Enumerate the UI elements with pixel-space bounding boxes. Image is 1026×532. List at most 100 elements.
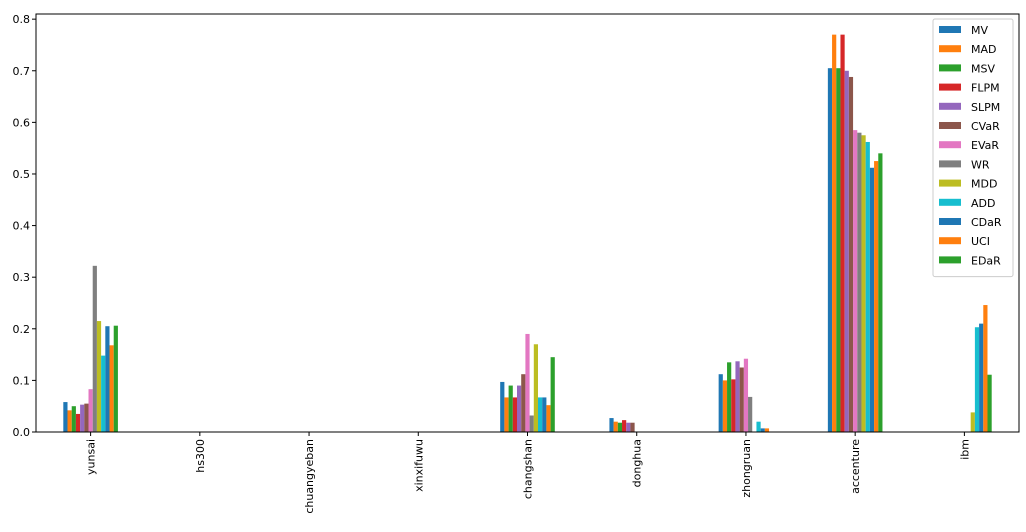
- legend-swatch-uci: [939, 237, 961, 245]
- bar-slpm-zhongruan: [735, 361, 740, 432]
- bar-cvar-accenture: [848, 76, 854, 433]
- legend-swatch-mad: [939, 45, 961, 53]
- bar-msv-yunsai: [71, 406, 76, 432]
- bar-wr-zhongruan: [748, 396, 753, 432]
- bar-add-yunsai: [101, 355, 106, 432]
- legend-swatch-mv: [939, 26, 961, 33]
- bar-cdar-accenture: [869, 167, 875, 432]
- bar-uci-changshan: [546, 405, 551, 432]
- legend-label-evar: EVaR: [971, 139, 999, 152]
- bar-mdd-changshan: [533, 344, 538, 432]
- legend-swatch-cdar: [939, 218, 961, 225]
- bar-slpm-accenture: [844, 70, 849, 433]
- bar-add-changshan: [538, 397, 543, 432]
- legend-swatch-edar: [939, 256, 961, 264]
- bar-flpm-yunsai: [75, 413, 81, 432]
- bar-msv-zhongruan: [727, 362, 732, 432]
- y-tick-label: 0.8: [13, 13, 31, 26]
- bar-add-accenture: [865, 141, 870, 433]
- bars-layer: [63, 34, 992, 433]
- legend-swatch-flpm: [939, 83, 961, 91]
- legend-label-mad: MAD: [971, 43, 997, 56]
- legend-label-flpm: FLPM: [971, 82, 1000, 95]
- y-tick-label: 0.7: [13, 65, 31, 78]
- bar-flpm-donghua: [622, 420, 627, 432]
- bar-cvar-changshan: [521, 374, 526, 432]
- bar-mad-yunsai: [67, 410, 72, 432]
- legend-swatch-mdd: [939, 179, 961, 187]
- x-tick-label-zhongruan: zhongruan: [740, 439, 753, 498]
- bar-flpm-changshan: [512, 397, 517, 432]
- bar-cdar-changshan: [542, 397, 547, 432]
- x-axis: yunsai hs300 chuangyeban xinxifuwu changshan…: [85, 432, 971, 514]
- bar-msv-accenture: [836, 68, 841, 432]
- bar-evar-zhongruan: [743, 358, 749, 432]
- y-tick-label: 0.0: [13, 426, 31, 439]
- legend-label-mv: MV: [971, 24, 988, 37]
- bar-evar-accenture: [853, 130, 858, 433]
- legend-label-slpm: SLPM: [971, 101, 1000, 114]
- x-tick-label-changshan: changshan: [522, 439, 535, 499]
- legend-label-add: ADD: [971, 197, 995, 210]
- legend-label-edar: EDaR: [971, 254, 1001, 267]
- bar-uci-accenture: [874, 161, 879, 432]
- bar-mdd-accenture: [861, 135, 866, 432]
- bar-wr-yunsai: [92, 265, 97, 432]
- x-tick-label-xinxifuwu: xinxifuwu: [412, 439, 425, 492]
- bar-edar-ibm: [987, 374, 992, 432]
- bar-uci-zhongruan: [764, 428, 770, 432]
- y-tick-label: 0.5: [13, 168, 31, 181]
- y-axis: 0.0 0.1 0.2 0.3 0.4 0.5 0.6 0.7 0.8: [13, 13, 36, 439]
- bar-add-zhongruan: [756, 421, 761, 432]
- bar-flpm-zhongruan: [731, 379, 736, 432]
- bar-edar-changshan: [550, 357, 555, 432]
- x-tick-label-yunsai: yunsai: [85, 439, 98, 475]
- bar-cvar-zhongruan: [739, 367, 744, 432]
- bar-uci-ibm: [983, 305, 988, 432]
- bar-wr-changshan: [529, 415, 534, 432]
- bar-flpm-accenture: [840, 34, 845, 432]
- legend-label-wr: WR: [971, 158, 990, 171]
- bar-mad-donghua: [613, 421, 618, 432]
- legend: MV MAD MSV FLPM SLPM CVaR EVaR WR MDD ADD CDaR UCI E…: [932, 18, 1014, 278]
- legend-swatch-evar: [939, 141, 961, 149]
- bar-evar-yunsai: [88, 389, 93, 432]
- bar-mv-accenture: [827, 68, 833, 432]
- bar-msv-changshan: [508, 385, 513, 432]
- bar-slpm-donghua: [626, 422, 631, 432]
- y-tick-label: 0.1: [13, 374, 31, 387]
- y-tick-label: 0.4: [13, 220, 31, 233]
- x-tick-label-chuangyeban: chuangyeban: [303, 439, 316, 514]
- legend-swatch-wr: [939, 160, 961, 168]
- bar-mad-zhongruan: [722, 380, 728, 432]
- y-tick-label: 0.6: [13, 116, 31, 129]
- bar-add-ibm: [974, 327, 980, 432]
- bar-slpm-yunsai: [80, 404, 85, 432]
- bar-evar-changshan: [525, 333, 530, 432]
- bar-cvar-yunsai: [84, 403, 89, 432]
- bar-mv-changshan: [500, 381, 505, 432]
- legend-swatch-cvar: [939, 122, 961, 129]
- x-tick-label-hs300: hs300: [194, 439, 207, 473]
- bar-wr-accenture: [857, 132, 862, 432]
- x-tick-label-accenture: accenture: [849, 439, 862, 494]
- bar-cvar-donghua: [630, 422, 635, 432]
- x-tick-label-donghua: donghua: [631, 439, 644, 487]
- bar-mdd-ibm: [970, 412, 975, 432]
- legend-box: [932, 18, 1014, 278]
- bar-cdar-yunsai: [105, 326, 110, 432]
- legend-swatch-slpm: [939, 102, 961, 110]
- bar-mad-changshan: [504, 397, 509, 432]
- bar-mad-accenture: [832, 34, 837, 432]
- bar-slpm-changshan: [517, 385, 522, 432]
- bar-edar-accenture: [878, 153, 883, 432]
- bar-mv-zhongruan: [718, 374, 723, 432]
- legend-label-cdar: CDaR: [971, 216, 1002, 229]
- bar-cdar-ibm: [979, 323, 984, 432]
- legend-swatch-msv: [939, 64, 961, 72]
- legend-swatch-add: [939, 198, 961, 206]
- bar-mv-yunsai: [63, 402, 68, 432]
- bar-mv-donghua: [609, 418, 614, 432]
- bar-msv-donghua: [617, 422, 623, 432]
